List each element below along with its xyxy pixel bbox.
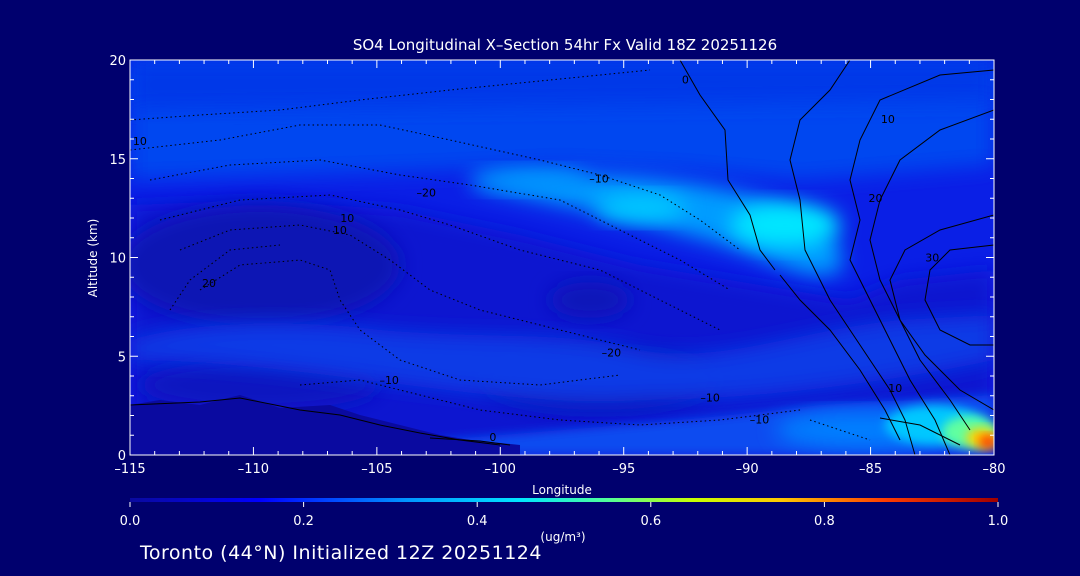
contour-label: 0 (682, 74, 689, 87)
x-tick-label: –115 (114, 462, 145, 477)
contour-label: 10 (340, 212, 354, 225)
dotted-contour-lines (130, 69, 871, 441)
contour-label: 10 (888, 382, 902, 395)
y-tick-label: 0 (118, 449, 126, 464)
x-axis-label: Longitude (532, 483, 592, 497)
contour-label: –20 (416, 186, 436, 199)
contour-label: 20 (869, 192, 883, 205)
contour-label: 10 (881, 113, 895, 126)
contour-label: –20 (602, 346, 622, 359)
x-tick-label: –100 (485, 462, 516, 477)
colorbar-tick-label: 1.0 (988, 514, 1009, 529)
contour-label: –10 (700, 392, 720, 405)
colorbar-tick-label: 0.2 (293, 514, 314, 529)
contour-label: –10 (379, 374, 399, 387)
colorbar (130, 498, 998, 502)
x-tick-label: –110 (238, 462, 269, 477)
chart-title: SO4 Longitudinal X–Section 54hr Fx Valid… (353, 36, 777, 54)
contour-label: 0 (489, 431, 496, 444)
colorbar-tick-label: 0.4 (467, 514, 488, 529)
contour-label: –10 (750, 413, 770, 426)
colorbar-ticks: 0.0 0.2 0.4 0.6 0.8 1.0 (120, 502, 1009, 529)
contour-label: 30 (925, 251, 939, 264)
x-tick-label: –95 (612, 462, 635, 477)
x-tick-label: –85 (859, 462, 882, 477)
x-tick-label: –90 (736, 462, 759, 477)
colorbar-unit-label: (ug/m³) (540, 530, 585, 544)
contour-label: 10 (133, 135, 147, 148)
x-axis-ticks: –115 –110 –105 –100 –95 –90 –85 –80 (114, 60, 1006, 477)
y-tick-label: 20 (109, 54, 126, 69)
y-axis-label: Altitude (km) (86, 219, 100, 298)
x-tick-label: –80 (982, 462, 1005, 477)
concentration-field (130, 60, 994, 455)
y-tick-label: 15 (109, 153, 126, 168)
contour-label: –10 (589, 172, 609, 185)
x-tick-label: –105 (361, 462, 392, 477)
y-tick-label: 5 (118, 350, 126, 365)
footer-caption: Toronto (44°N) Initialized 12Z 20251124 (140, 542, 542, 564)
colorbar-tick-label: 0.8 (814, 514, 835, 529)
contour-lines (130, 60, 994, 455)
y-tick-label: 10 (109, 252, 126, 267)
contour-label: 20 (202, 277, 216, 290)
y-axis-ticks: 0 5 10 15 20 (109, 54, 994, 464)
contour-label: 10 (333, 224, 347, 237)
colorbar-tick-label: 0.6 (640, 514, 661, 529)
colorbar-tick-label: 0.0 (120, 514, 141, 529)
